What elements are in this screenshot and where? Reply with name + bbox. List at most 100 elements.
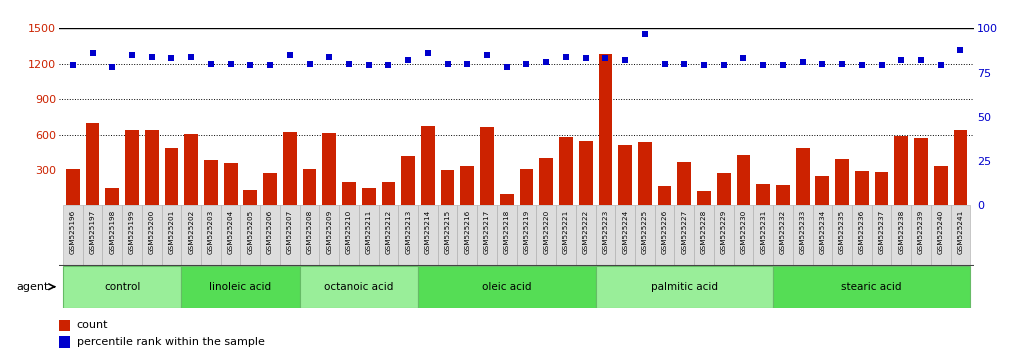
Point [242, 63, 258, 68]
Text: GSM525229: GSM525229 [721, 210, 727, 255]
Text: GSM525224: GSM525224 [622, 210, 629, 255]
Text: GSM525205: GSM525205 [247, 210, 253, 255]
Point [874, 63, 890, 68]
Bar [106, 188, 119, 205]
Text: GSM525206: GSM525206 [267, 210, 273, 255]
Bar [655, 205, 674, 266]
Bar [458, 205, 477, 266]
Bar [165, 148, 178, 205]
Bar [66, 169, 79, 205]
Point [775, 63, 791, 68]
Point [597, 56, 613, 61]
Bar [576, 205, 596, 266]
Point [301, 61, 317, 67]
Text: percentile rank within the sample: percentile rank within the sample [77, 337, 264, 347]
Point [794, 59, 811, 65]
Point [341, 61, 357, 67]
Text: GSM525226: GSM525226 [662, 210, 667, 255]
Point [853, 63, 870, 68]
Bar [201, 205, 221, 266]
Point [104, 64, 120, 70]
Point [400, 57, 416, 63]
Bar [658, 186, 671, 205]
Text: GSM525235: GSM525235 [839, 210, 845, 255]
Text: GSM525210: GSM525210 [346, 210, 352, 255]
Point [716, 63, 732, 68]
Bar [418, 266, 596, 308]
Point [557, 54, 574, 59]
Text: GSM525212: GSM525212 [385, 210, 392, 255]
Text: GSM525222: GSM525222 [583, 210, 589, 255]
Bar [635, 205, 655, 266]
Bar [816, 176, 829, 205]
Bar [596, 205, 615, 266]
Text: GSM525204: GSM525204 [228, 210, 234, 255]
Point [65, 63, 81, 68]
Text: GSM525221: GSM525221 [563, 210, 569, 255]
Bar [63, 266, 181, 308]
Text: GSM525238: GSM525238 [898, 210, 904, 255]
Bar [103, 205, 122, 266]
Text: GSM525203: GSM525203 [207, 210, 214, 255]
Point [143, 54, 160, 59]
Text: GSM525199: GSM525199 [129, 210, 135, 255]
Text: GSM525239: GSM525239 [918, 210, 924, 255]
Point [637, 31, 653, 36]
Bar [795, 148, 810, 205]
Text: GSM525208: GSM525208 [306, 210, 312, 255]
Point [913, 57, 930, 63]
Bar [733, 205, 754, 266]
Text: GSM525218: GSM525218 [503, 210, 510, 255]
Bar [224, 163, 238, 205]
Bar [240, 205, 260, 266]
Bar [381, 182, 396, 205]
Bar [339, 205, 359, 266]
Point [538, 59, 554, 65]
Bar [773, 266, 970, 308]
Bar [362, 188, 375, 205]
Text: GSM525231: GSM525231 [761, 210, 766, 255]
Bar [63, 205, 82, 266]
Point [223, 61, 239, 67]
Bar [319, 205, 339, 266]
Bar [85, 123, 100, 205]
Bar [852, 205, 872, 266]
Text: GSM525214: GSM525214 [425, 210, 431, 255]
Bar [204, 160, 218, 205]
Point [952, 47, 968, 52]
Bar [141, 205, 162, 266]
Point [380, 63, 397, 68]
Bar [162, 205, 181, 266]
Point [183, 54, 199, 59]
Bar [520, 169, 533, 205]
Point [479, 52, 495, 58]
Bar [638, 142, 652, 205]
Bar [122, 205, 141, 266]
Text: palmitic acid: palmitic acid [651, 282, 718, 292]
Text: GSM525230: GSM525230 [740, 210, 746, 255]
Bar [300, 205, 319, 266]
Bar [951, 205, 970, 266]
Bar [914, 138, 928, 205]
Bar [954, 130, 967, 205]
Bar [378, 205, 399, 266]
Text: GSM525240: GSM525240 [938, 210, 944, 255]
Bar [342, 182, 356, 205]
Text: GSM525237: GSM525237 [879, 210, 885, 255]
Bar [260, 205, 280, 266]
Text: GSM525200: GSM525200 [148, 210, 155, 255]
Text: stearic acid: stearic acid [841, 282, 902, 292]
Bar [556, 205, 576, 266]
Point [617, 57, 634, 63]
Bar [717, 173, 730, 205]
Text: GSM525219: GSM525219 [524, 210, 530, 255]
Bar [500, 194, 514, 205]
Bar [855, 171, 869, 205]
Bar [59, 320, 70, 331]
Point [933, 63, 949, 68]
Bar [402, 156, 415, 205]
Bar [399, 205, 418, 266]
Text: GSM525220: GSM525220 [543, 210, 549, 255]
Point [498, 64, 515, 70]
Text: control: control [104, 282, 140, 292]
